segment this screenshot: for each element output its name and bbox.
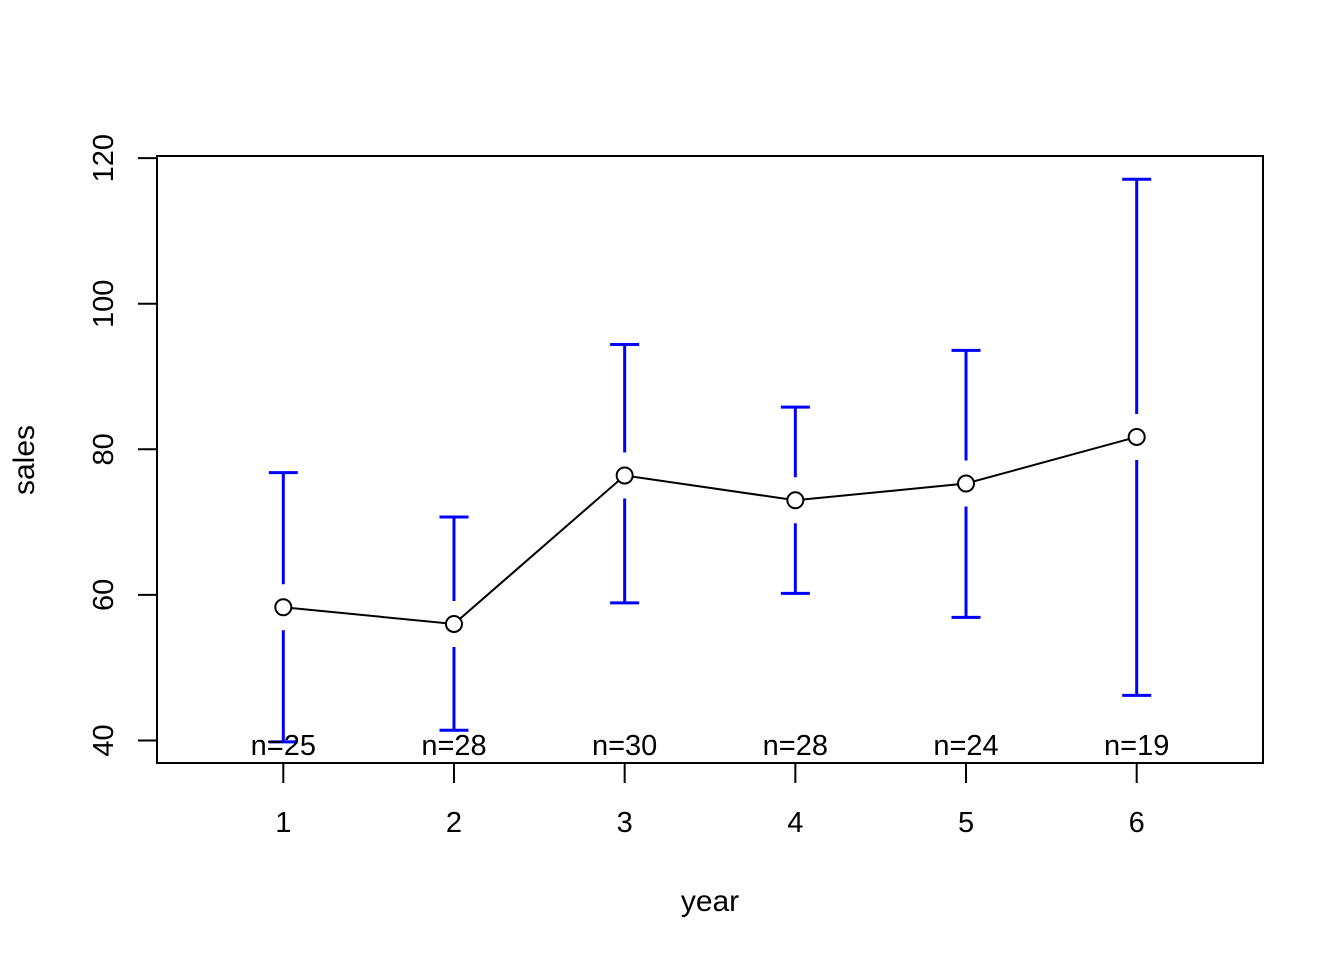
x-axis-title: year	[681, 885, 739, 918]
error-bar	[610, 343, 640, 605]
error-bar	[1122, 177, 1152, 697]
sample-size-label: n=19	[1104, 730, 1169, 762]
markers	[274, 427, 1146, 633]
x-tick-label: 3	[617, 807, 633, 839]
sample-size-label: n=25	[251, 730, 316, 762]
y-tick-label: 40	[88, 724, 120, 756]
sample-size-label: n=28	[421, 730, 486, 762]
y-axis-title: sales	[8, 425, 41, 495]
data-point-marker	[786, 491, 805, 510]
x-tick-label: 4	[787, 807, 803, 839]
series-polyline	[283, 435, 1137, 626]
y-tick-label: 60	[88, 579, 120, 611]
y-tick-label: 120	[88, 134, 120, 182]
data-point-marker	[444, 614, 463, 633]
x-axis: 1 2 3 4 5 6	[275, 763, 1145, 839]
sample-size-label: n=28	[763, 730, 828, 762]
series-line	[283, 435, 1137, 626]
x-tick-label: 2	[446, 807, 462, 839]
y-tick-label: 80	[88, 433, 120, 465]
data-point-marker	[615, 466, 634, 485]
y-tick-label: 100	[88, 280, 120, 328]
x-tick-label: 1	[275, 807, 291, 839]
data-point-marker	[274, 598, 293, 617]
data-point-marker	[957, 474, 976, 493]
data-point-marker	[1127, 427, 1146, 446]
error-bars	[268, 177, 1152, 744]
error-bar	[780, 405, 810, 595]
error-bar	[439, 515, 469, 732]
sample-size-label: n=30	[592, 730, 657, 762]
error-bar	[951, 348, 981, 619]
sample-size-label: n=24	[933, 730, 998, 762]
plot-box	[156, 155, 1264, 764]
x-tick-label: 5	[958, 807, 974, 839]
n-labels: n=25 n=28 n=30 n=28 n=24 n=19	[251, 730, 1170, 762]
y-axis: 40 60 80 100 120	[88, 134, 157, 757]
x-tick-label: 6	[1129, 807, 1145, 839]
error-bar	[268, 471, 298, 744]
